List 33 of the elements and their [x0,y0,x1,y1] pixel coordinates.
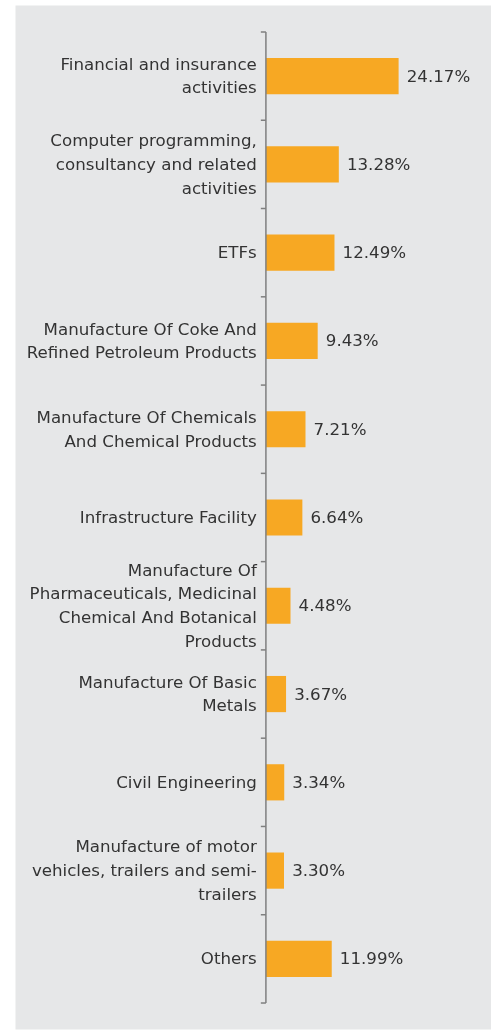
data-label: 9.43% [325,331,379,351]
y-tick-label: Manufacture Of Chemicals And Chemical Products [36,407,257,451]
y-tick-label: Computer programming, consultancy and related activities [50,131,257,198]
y-tick-label: Civil Engineering [116,772,257,792]
bar [265,322,318,360]
bar [265,411,306,448]
data-label: 3.34% [292,772,346,792]
bar [265,146,339,183]
y-tick-label: Infrastructure Facility [79,508,257,527]
data-label: 24.17% [406,66,471,86]
data-label: 13.28% [346,154,411,174]
data-label: 6.64% [310,508,364,527]
data-label: 11.99% [339,949,404,969]
bar [265,234,335,271]
data-label: 7.21% [313,419,367,439]
bar [265,675,287,713]
y-tick-label: Manufacture Of Basic Metals [78,672,257,716]
bar [265,499,303,536]
y-tick-label: Manufacture Of Coke And Refined Petroleum Products [26,319,257,363]
bar [265,58,399,95]
y-tick-label: Manufacture of motor vehicles, trailers and semi- trailers [31,837,257,904]
bar [265,587,291,624]
bar [265,940,332,977]
bar [265,852,285,889]
bar [265,764,285,801]
y-tick-label: Manufacture Of Pharmaceuticals, Medicinal Chemical And Botanical Products [29,560,258,651]
data-label: 3.30% [292,861,346,881]
data-label: 3.67% [294,684,348,704]
y-tick-label: Financial and insurance activities [60,54,257,98]
y-tick-label: ETFs [217,243,257,263]
data-label: 12.49% [342,243,407,263]
y-tick-label: Others [200,949,257,969]
data-label: 4.48% [298,596,352,616]
